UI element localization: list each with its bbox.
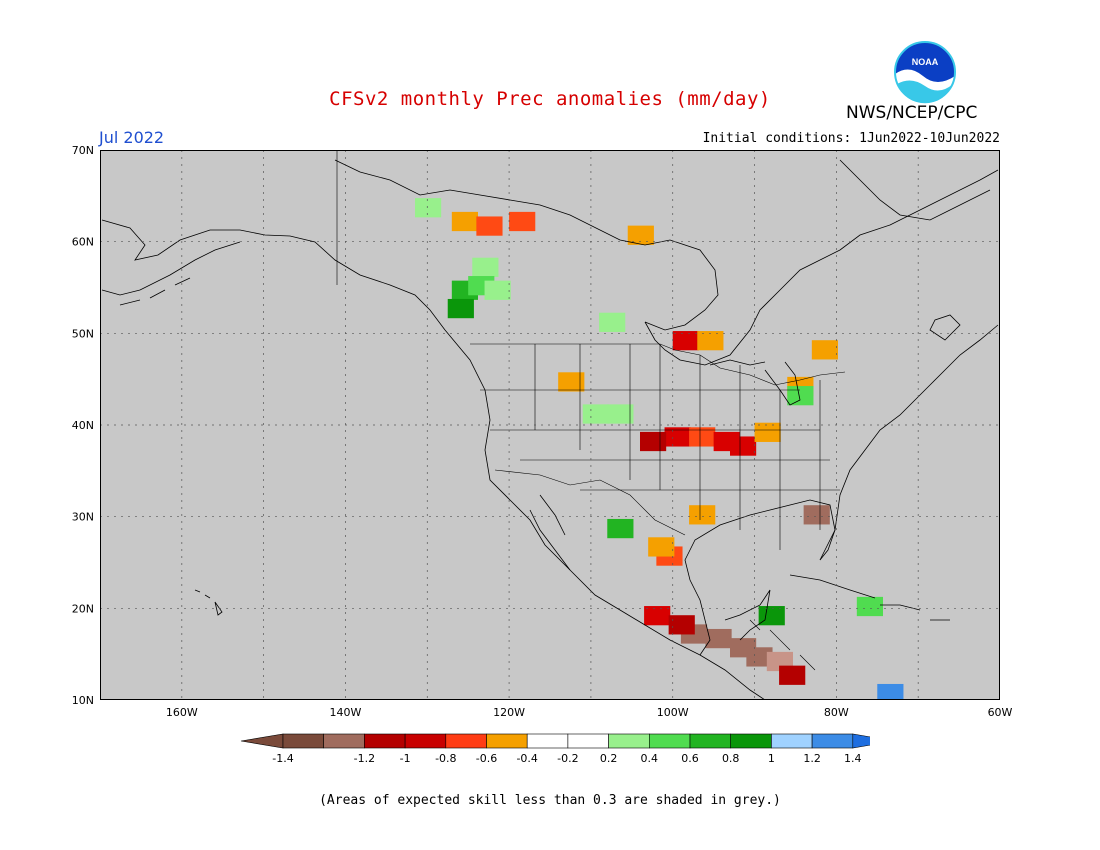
lat-tick-label: 50N — [72, 327, 94, 340]
political-borders — [336, 150, 846, 671]
legend-swatch — [567, 733, 609, 749]
anomaly-cell — [476, 216, 503, 236]
anomaly-cell — [644, 606, 671, 626]
anomaly-cell — [415, 198, 442, 218]
anomaly-cell — [640, 431, 667, 452]
legend-swatch — [323, 733, 365, 749]
legend-tick-label: -1 — [400, 752, 411, 765]
anomaly-cell — [607, 518, 634, 539]
legend-tick-label: 1 — [768, 752, 775, 765]
skill-footnote: (Areas of expected skill less than 0.3 a… — [319, 793, 781, 808]
anomaly-cell — [664, 427, 691, 447]
anomaly-cell — [758, 606, 785, 626]
lon-tick-label: 140W — [330, 706, 362, 719]
anomaly-cell — [730, 436, 757, 456]
legend-swatch — [404, 733, 447, 749]
lon-tick-label: 80W — [824, 706, 849, 719]
anomaly-cell — [856, 596, 883, 617]
anomaly-cell — [811, 340, 838, 360]
anomaly-cell — [705, 628, 732, 649]
legend-swatch — [811, 733, 854, 749]
legend-tick-label: -1.4 — [272, 752, 293, 765]
anomaly-cell — [668, 615, 695, 635]
legend-swatch — [608, 733, 650, 749]
anomaly-cell — [558, 372, 585, 392]
legend-swatch — [445, 733, 487, 749]
anomaly-cell — [472, 257, 499, 277]
legend-tick-label: 0.2 — [600, 752, 618, 765]
valid-month-label: Jul 2022 — [99, 128, 165, 147]
anomaly-cell — [607, 404, 634, 424]
anomaly-cell — [779, 665, 806, 685]
legend-left-arrow — [240, 733, 284, 749]
legend-tick-label: 1.4 — [844, 752, 862, 765]
lat-tick-label: 40N — [72, 419, 94, 432]
legend-tick-label: 0.4 — [641, 752, 659, 765]
legend-tick-label: -0.2 — [557, 752, 578, 765]
axis-labels: 70N 60N 50N 40N 30N 20N 10N 160W 140W 120W 100W 80… — [72, 144, 1013, 719]
anomaly-cell — [672, 331, 699, 351]
anomaly-cell — [689, 427, 716, 447]
anomaly-map — [100, 150, 1000, 700]
legend-right-arrow — [852, 733, 870, 749]
anomaly-cell — [689, 505, 716, 525]
anomaly-cell — [877, 683, 904, 700]
lat-tick-label: 60N — [72, 236, 94, 249]
legend-tick-label: -0.4 — [516, 752, 537, 765]
lat-tick-label: 20N — [72, 602, 94, 615]
organization-label: NWS/NCEP/CPC — [846, 103, 978, 123]
initial-conditions-label: Initial conditions: 1Jun2022-10Jun2022 — [702, 131, 1000, 146]
legend-swatch — [486, 733, 528, 749]
legend-tick-label: 0.8 — [722, 752, 740, 765]
lon-tick-label: 160W — [166, 706, 198, 719]
lon-tick-label: 100W — [657, 706, 689, 719]
anomaly-cells — [415, 198, 904, 700]
legend-tick-label: -0.6 — [476, 752, 497, 765]
legend-swatch — [689, 733, 732, 749]
logo-text: NOAA — [912, 57, 939, 67]
anomaly-cell — [447, 298, 474, 319]
legend-colorbar: -1.4 -1.2 -1 -0.8 -0.6 -0.4 -0.2 0.2 0.4 0.6 0.8 1 1… — [240, 733, 870, 765]
legend-tick-label: 1.2 — [803, 752, 821, 765]
anomaly-cell — [697, 331, 724, 351]
anomaly-cell — [648, 537, 675, 557]
anomaly-cell — [627, 225, 654, 245]
legend-tick-label: -0.8 — [435, 752, 456, 765]
legend-swatch — [730, 733, 772, 749]
coastlines — [101, 159, 999, 700]
legend-tick-label: 0.6 — [681, 752, 699, 765]
anomaly-cell — [509, 211, 536, 232]
chart-title: CFSv2 monthly Prec anomalies (mm/day) — [329, 88, 771, 110]
lat-tick-label: 30N — [72, 511, 94, 524]
anomaly-cell — [803, 505, 830, 525]
anomaly-cell — [582, 404, 609, 424]
anomaly-cell — [754, 422, 781, 442]
anomaly-cell — [599, 312, 626, 332]
legend-swatch — [771, 733, 813, 749]
lat-tick-label: 70N — [72, 144, 94, 157]
lat-tick-label: 10N — [72, 694, 94, 707]
noaa-logo: NOAA — [894, 41, 956, 104]
lon-tick-label: 60W — [988, 706, 1013, 719]
legend-swatch — [526, 733, 569, 749]
anomaly-cell — [746, 647, 773, 667]
grid-lines — [100, 150, 1000, 700]
anomaly-cell — [484, 280, 511, 300]
legend-swatch — [648, 733, 691, 749]
legend-swatch — [282, 733, 325, 749]
anomaly-cell — [787, 386, 814, 406]
anomaly-cell — [451, 211, 478, 232]
lon-tick-label: 120W — [493, 706, 525, 719]
legend-swatch — [364, 733, 406, 749]
legend-tick-label: -1.2 — [354, 752, 375, 765]
